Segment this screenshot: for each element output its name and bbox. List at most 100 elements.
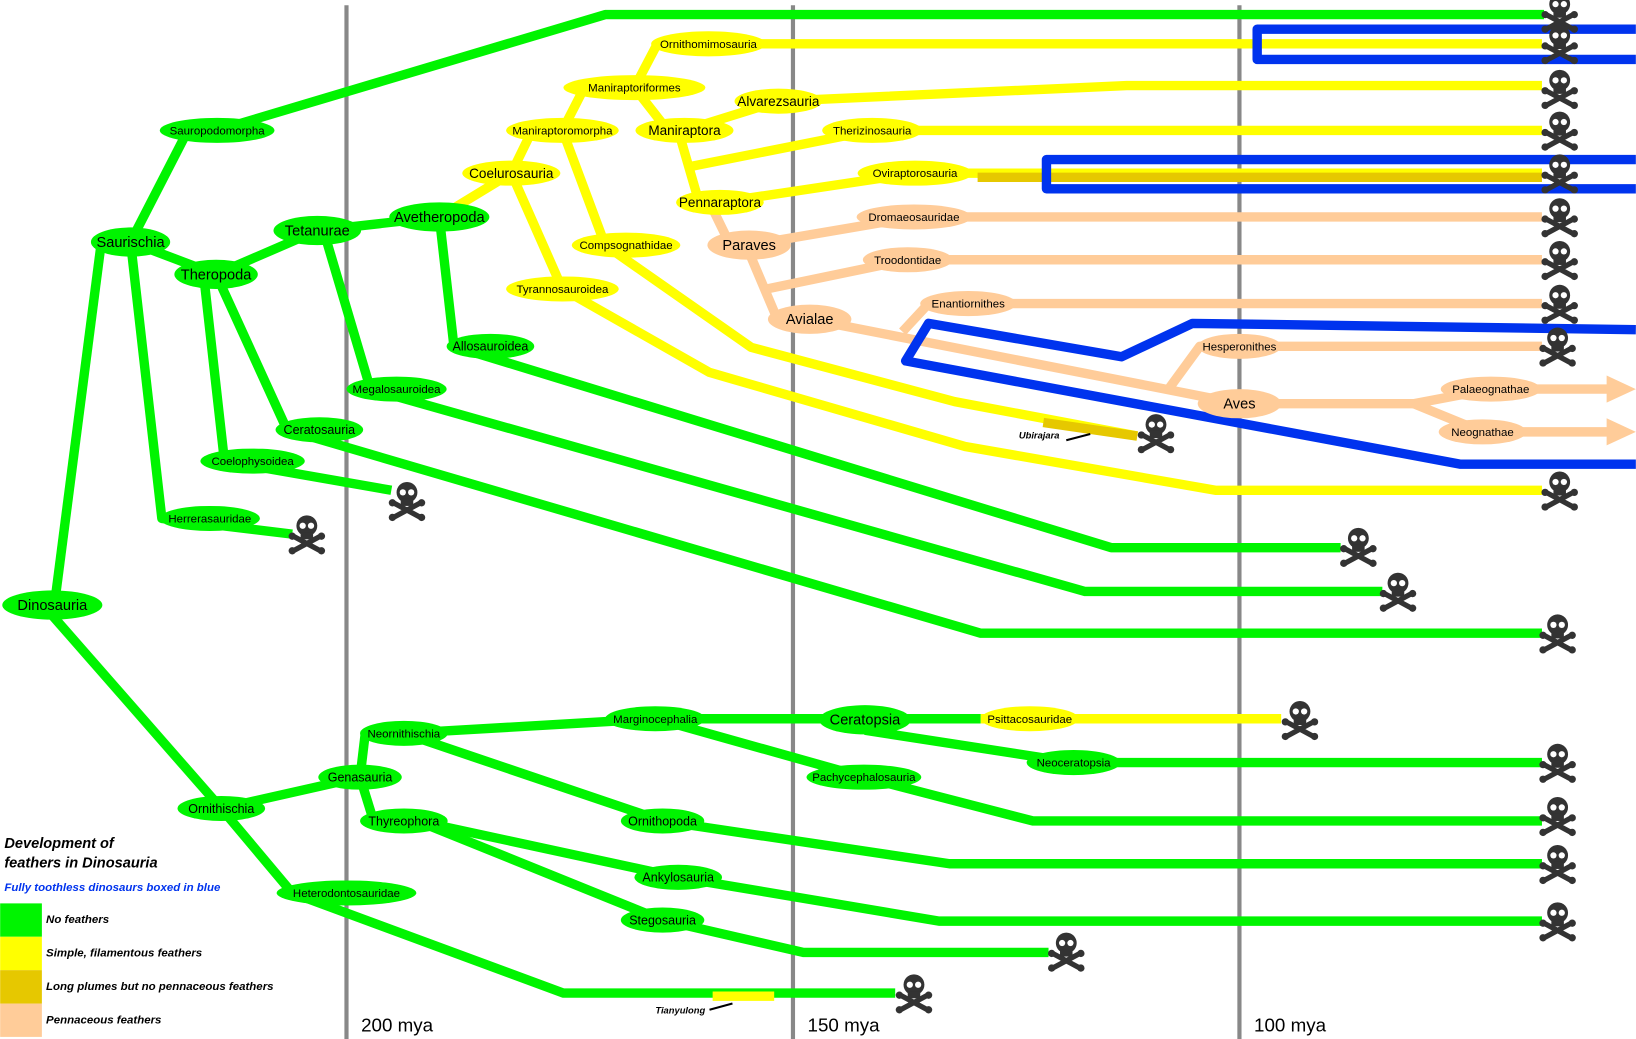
node-bubble bbox=[506, 117, 619, 143]
node-label: Sauropodomorpha bbox=[170, 125, 266, 137]
node-bubble bbox=[159, 505, 260, 531]
branch bbox=[1252, 24, 1636, 65]
node-label: Neornithischia bbox=[368, 728, 441, 740]
node-bubble bbox=[174, 259, 258, 289]
node-bubble bbox=[177, 795, 266, 821]
node-bubble bbox=[1197, 333, 1282, 359]
node-label: Alvarezsauria bbox=[737, 94, 820, 109]
extinction-skull bbox=[1138, 414, 1175, 453]
node-bubble bbox=[446, 333, 535, 359]
node-label: Saurischia bbox=[96, 235, 165, 251]
node-label: Tyrannosauroidea bbox=[517, 284, 609, 296]
legend-title: Development of bbox=[4, 836, 116, 852]
branch bbox=[215, 9, 1545, 135]
time-label: 100 mya bbox=[1254, 1014, 1327, 1035]
node-label: Ceratosauria bbox=[284, 423, 356, 437]
node-label: Megalosauroidea bbox=[353, 384, 442, 396]
node-bubble bbox=[360, 720, 448, 746]
legend-swatch bbox=[0, 903, 42, 937]
branch bbox=[507, 171, 1542, 495]
node-label: Maniraptoromorpha bbox=[512, 125, 613, 137]
legend-label: Pennaceous feathers bbox=[46, 1014, 161, 1026]
extinction-skull bbox=[1541, 472, 1578, 511]
legend-swatch bbox=[0, 970, 42, 1004]
pointer bbox=[1066, 432, 1091, 442]
node-bubble bbox=[819, 705, 911, 735]
node-bubble bbox=[620, 907, 705, 933]
node-label: Troodontidae bbox=[874, 255, 941, 267]
fossil-label: Ubirajara bbox=[1019, 431, 1060, 441]
node-label: Hesperonithes bbox=[1202, 341, 1276, 353]
pointer bbox=[709, 1002, 733, 1011]
node-bubble bbox=[159, 117, 275, 143]
node-bubble bbox=[634, 864, 723, 890]
time-label: 150 mya bbox=[808, 1014, 881, 1035]
node-label: Tetanurae bbox=[285, 223, 350, 239]
node-bubble bbox=[389, 202, 490, 232]
node-label: Heterodontosauridae bbox=[293, 888, 400, 900]
legend-label: Long plumes but no pennaceous feathers bbox=[46, 981, 274, 993]
extinction-skull bbox=[1539, 614, 1576, 653]
node-bubble bbox=[346, 376, 447, 402]
node-bubble bbox=[90, 227, 171, 257]
branch bbox=[1042, 417, 1138, 441]
node-label: Ornithomimosauria bbox=[660, 39, 758, 51]
branch bbox=[416, 816, 1542, 926]
node-bubble bbox=[1026, 750, 1121, 776]
extinction-skull bbox=[1541, 241, 1578, 280]
node-label: Neognathae bbox=[1451, 427, 1514, 439]
node-label: Ankylosauria bbox=[642, 871, 714, 885]
branch bbox=[558, 128, 1139, 441]
node-bubble bbox=[980, 706, 1079, 732]
branch bbox=[402, 728, 1542, 869]
node-label: Maniraptora bbox=[648, 123, 721, 138]
node-bubble bbox=[1440, 376, 1541, 402]
branch bbox=[126, 128, 193, 245]
branch bbox=[683, 80, 1542, 135]
node-label: Stegosauria bbox=[629, 913, 696, 927]
extinction-skull bbox=[1048, 933, 1085, 972]
node-bubble bbox=[822, 117, 923, 143]
node-label: Oviraptorosauria bbox=[873, 168, 958, 180]
node-label: Psittacosauridae bbox=[987, 714, 1072, 726]
extinction-skull bbox=[1539, 328, 1576, 367]
node-bubble bbox=[605, 706, 706, 732]
node-label: Coelurosauria bbox=[469, 166, 554, 181]
node-bubble bbox=[2, 590, 103, 620]
node-label: Dinosauria bbox=[17, 598, 88, 614]
extinction-skull bbox=[1282, 701, 1319, 740]
node-bubble bbox=[635, 117, 734, 143]
node-bubble bbox=[707, 230, 791, 260]
node-label: Avialae bbox=[786, 312, 834, 328]
branches bbox=[48, 0, 1636, 1039]
nodes: Dinosauria Saurischia Sauropodomorpha Thero… bbox=[0, 31, 1541, 1037]
extinction-skull bbox=[1380, 573, 1417, 612]
node-bubble bbox=[275, 417, 364, 443]
node-bubble bbox=[571, 232, 681, 258]
legend-label: No feathers bbox=[46, 914, 109, 926]
time-label: 200 mya bbox=[361, 1014, 434, 1035]
node-bubble bbox=[360, 808, 448, 834]
extinction-skull bbox=[1541, 70, 1578, 109]
node-label: Pennaraptora bbox=[679, 195, 762, 210]
fossil-label: Tianyulong bbox=[655, 1005, 705, 1015]
node-bubble bbox=[856, 204, 972, 230]
node-label: Allosauroidea bbox=[453, 340, 529, 354]
branch bbox=[900, 318, 1636, 469]
node-bubble bbox=[676, 189, 764, 215]
node-bubble bbox=[462, 160, 561, 186]
node-label: Coelophysoidea bbox=[211, 456, 294, 468]
extinction-skull bbox=[289, 515, 326, 554]
node-label: Avetheropoda bbox=[394, 210, 485, 226]
node-label: Genasauria bbox=[328, 771, 393, 785]
node-label: Maniraptoriformes bbox=[588, 83, 681, 95]
node-label: Marginocephalia bbox=[613, 714, 698, 726]
node-label: Theropoda bbox=[181, 267, 252, 283]
node-label: Aves bbox=[1223, 397, 1255, 413]
node-label: Neoceratopsia bbox=[1037, 758, 1112, 770]
node-bubble bbox=[734, 88, 823, 114]
extinction-skull bbox=[1340, 528, 1377, 567]
node-bubble bbox=[857, 160, 973, 186]
node-label: Pachycephalosauria bbox=[812, 772, 916, 784]
